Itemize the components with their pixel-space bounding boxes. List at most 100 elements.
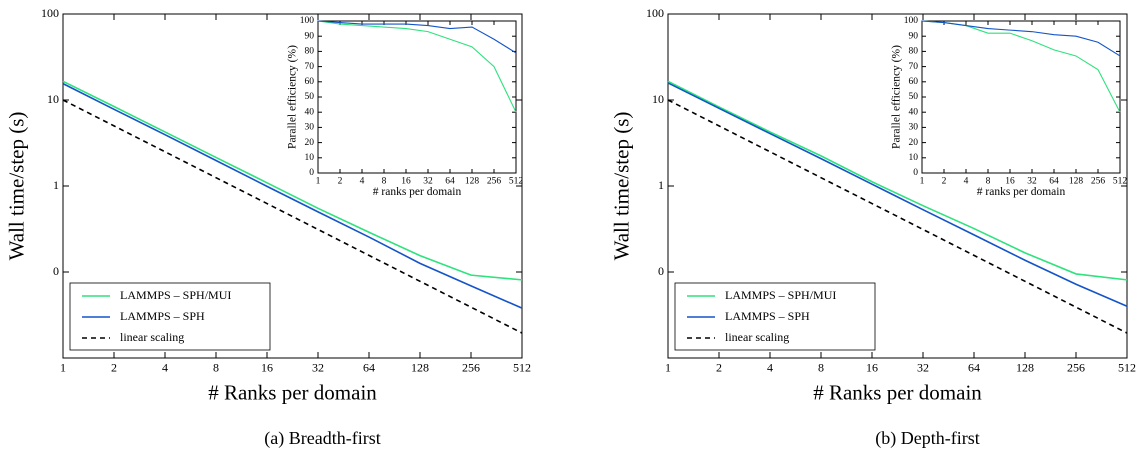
x-axis-label: # ranks per domain [977, 186, 1066, 198]
series-line [317, 20, 517, 54]
legend-label: LAMMPS – SPH [725, 309, 810, 323]
x-tick-label: 16 [1005, 177, 1015, 187]
x-axis-label: # ranks per domain [373, 186, 462, 198]
series-line [317, 20, 517, 113]
x-tick-label: 512 [1113, 177, 1128, 187]
y-tick-label: 10 [909, 153, 919, 163]
x-tick-label: 512 [1118, 361, 1136, 375]
y-tick-label: 100 [300, 16, 315, 26]
x-axis-label: # Ranks per domain [208, 381, 377, 405]
y-tick-label: 10 [47, 92, 59, 106]
series-line [667, 80, 1128, 281]
x-tick-label: 256 [1067, 361, 1085, 375]
x-tick-label: 128 [465, 177, 480, 187]
y-tick-label: 100 [904, 16, 919, 26]
x-tick-label: 32 [423, 177, 433, 187]
y-tick-label: 10 [305, 153, 315, 163]
legend-label: linear scaling [120, 330, 184, 344]
x-tick-label: 128 [1069, 177, 1084, 187]
x-tick-label: 2 [111, 361, 117, 375]
series-line [62, 80, 523, 281]
legend-label: LAMMPS – SPH/MUI [120, 288, 231, 302]
y-axis-label: Wall time/step (s) [5, 112, 29, 261]
x-axis-label: # Ranks per domain [813, 381, 982, 405]
y-tick-label: 0 [913, 168, 918, 178]
caption: (b) Depth-first [875, 428, 979, 449]
y-tick-label: 70 [909, 62, 919, 72]
y-tick-label: 0 [309, 168, 314, 178]
y-axis-label: Wall time/step (s) [610, 112, 634, 261]
y-tick-label: 100 [41, 6, 59, 20]
x-tick-label: 16 [866, 361, 878, 375]
x-tick-label: 256 [462, 361, 480, 375]
y-tick-label: 30 [909, 123, 919, 133]
x-tick-label: 64 [363, 361, 375, 375]
plot-area [317, 20, 517, 174]
x-tick-label: 1 [665, 361, 671, 375]
legend-label: LAMMPS – SPH [120, 309, 205, 323]
y-tick-label: 50 [305, 92, 315, 102]
x-tick-label: 256 [487, 177, 502, 187]
x-tick-label: 2 [942, 177, 947, 187]
x-tick-label: 1 [316, 177, 321, 187]
x-tick-label: 4 [162, 361, 168, 375]
x-tick-label: 8 [986, 177, 991, 187]
x-tick-label: 8 [213, 361, 219, 375]
y-tick-label: 80 [305, 47, 315, 57]
y-tick-label: 40 [305, 107, 315, 117]
x-tick-label: 1 [60, 361, 66, 375]
x-tick-label: 128 [1016, 361, 1034, 375]
plot-area [921, 20, 1121, 174]
y-tick-label: 60 [305, 77, 315, 87]
x-tick-label: 16 [401, 177, 411, 187]
y-tick-label: 50 [909, 92, 919, 102]
y-tick-label: 90 [305, 31, 315, 41]
x-tick-label: 16 [261, 361, 273, 375]
caption: (a) Breadth-first [264, 428, 380, 449]
y-tick-label: 90 [909, 31, 919, 41]
x-tick-label: 8 [818, 361, 824, 375]
y-tick-label: 20 [909, 138, 919, 148]
x-tick-label: 64 [968, 361, 980, 375]
y-tick-label: 30 [305, 123, 315, 133]
x-tick-label: 64 [1049, 177, 1059, 187]
x-tick-label: 64 [445, 177, 455, 187]
y-tick-label: 1 [53, 178, 59, 192]
y-tick-label: 20 [305, 138, 315, 148]
y-axis-label: Parallel efficiency (%) [890, 45, 902, 149]
x-tick-label: 32 [917, 361, 929, 375]
x-tick-label: 1 [920, 177, 925, 187]
y-tick-label: 70 [305, 62, 315, 72]
y-tick-label: 60 [909, 77, 919, 87]
series-line [667, 99, 1128, 334]
series-line [62, 82, 523, 309]
y-axis-label: Parallel efficiency (%) [286, 45, 298, 149]
y-tick-label: 0 [658, 264, 664, 278]
x-tick-label: 256 [1091, 177, 1106, 187]
x-tick-label: 2 [716, 361, 722, 375]
y-tick-label: 1 [658, 178, 664, 192]
x-tick-label: 128 [411, 361, 429, 375]
y-tick-label: 100 [646, 6, 664, 20]
x-tick-label: 4 [964, 177, 969, 187]
y-tick-label: 10 [652, 92, 664, 106]
series-line [921, 20, 1121, 57]
x-tick-label: 32 [312, 361, 324, 375]
series-line [667, 82, 1128, 307]
x-tick-label: 8 [382, 177, 387, 187]
legend [69, 282, 271, 351]
legend-label: linear scaling [725, 330, 789, 344]
x-tick-label: 2 [338, 177, 343, 187]
x-tick-label: 4 [767, 361, 773, 375]
x-tick-label: 32 [1027, 177, 1037, 187]
y-tick-label: 40 [909, 107, 919, 117]
y-tick-label: 80 [909, 47, 919, 57]
x-tick-label: 512 [513, 361, 531, 375]
x-tick-label: 4 [360, 177, 365, 187]
series-line [62, 99, 523, 334]
y-tick-label: 0 [53, 264, 59, 278]
legend-label: LAMMPS – SPH/MUI [725, 288, 836, 302]
x-tick-label: 512 [509, 177, 524, 187]
